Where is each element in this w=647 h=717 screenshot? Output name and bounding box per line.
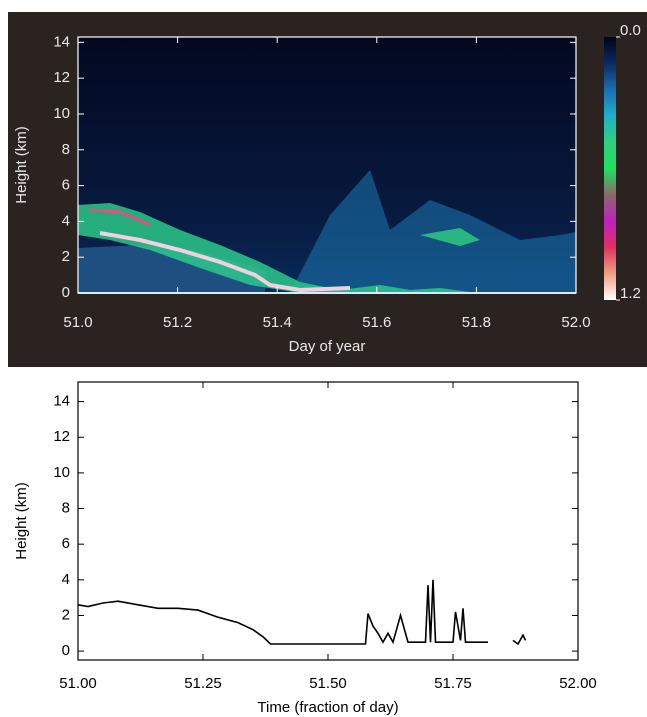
colorbar <box>604 37 616 300</box>
axes: 0 2 4 6 8 10 12 14 51.00 51.25 51.50 51.75 52.00 Time… <box>13 381 597 716</box>
x-tick-label: 51.2 <box>163 314 192 331</box>
x-axis-label: Time (fraction of day) <box>257 699 398 716</box>
colorbar-tick-label: 0.0 <box>620 22 641 39</box>
colorbar-ticks: 0.0 1.2 <box>616 22 641 302</box>
y-tick-label: 4 <box>62 571 70 588</box>
y-tick-label: 6 <box>62 177 70 194</box>
y-tick-label: 6 <box>62 535 70 552</box>
x-tick-label: 51.00 <box>59 675 97 692</box>
y-tick-label: 10 <box>53 464 70 481</box>
x-tick-label: 51.4 <box>263 314 292 331</box>
x-tick-label: 51.25 <box>184 675 222 692</box>
y-tick-label: 8 <box>62 141 70 158</box>
plot-frame <box>77 381 579 661</box>
heatmap-image <box>78 37 576 294</box>
colorbar-tick-label: 1.2 <box>620 285 641 302</box>
y-tick-label: 8 <box>62 499 70 516</box>
x-tick-label: 51.8 <box>462 314 491 331</box>
y-tick-label: 12 <box>53 69 70 86</box>
x-tick-label: 51.6 <box>362 314 391 331</box>
y-tick-label: 2 <box>62 248 70 265</box>
plot-frame <box>77 36 577 294</box>
y-tick-label: 2 <box>62 606 70 623</box>
x-tick-label: 51.0 <box>63 314 92 331</box>
y-tick-label: 0 <box>62 284 70 301</box>
y-tick-label: 4 <box>62 212 70 229</box>
y-axis-label: Height (km) <box>13 126 30 204</box>
y-axis-label: Height (km) <box>13 482 30 560</box>
x-tick-label: 51.50 <box>309 675 347 692</box>
data-line <box>77 579 527 646</box>
x-axis-label: Day of year <box>289 338 366 355</box>
y-tick-label: 14 <box>53 393 70 410</box>
x-tick-label: 52.0 <box>561 314 590 331</box>
axes: 0 2 4 6 8 10 12 14 51.0 51.2 51.4 51.6 51.8 52.0 Day o… <box>13 33 591 355</box>
y-tick-label: 14 <box>53 33 70 50</box>
y-tick-label: 12 <box>53 428 70 445</box>
x-tick-label: 51.75 <box>434 675 472 692</box>
y-tick-label: 10 <box>53 105 70 122</box>
y-tick-label: 0 <box>62 642 70 659</box>
x-tick-label: 52.00 <box>559 675 597 692</box>
